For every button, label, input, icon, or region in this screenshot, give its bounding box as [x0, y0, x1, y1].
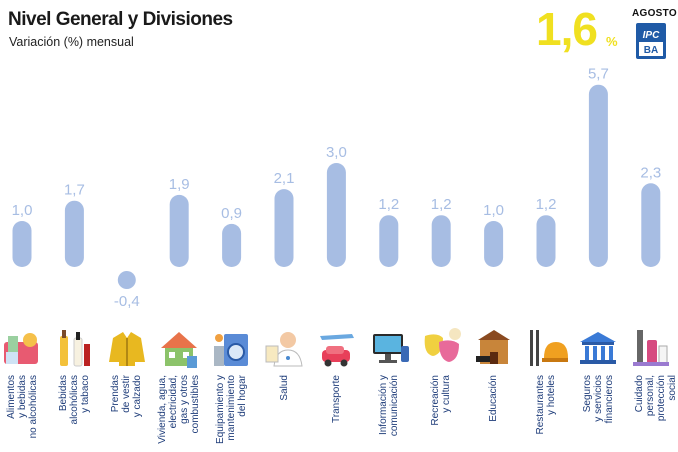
- bar-10: [484, 221, 504, 267]
- value-label-2: 1,7: [64, 182, 85, 199]
- value-label-9: 1,2: [431, 196, 452, 213]
- value-label-7: 3,0: [326, 144, 347, 161]
- washing-machine-icon: [213, 334, 248, 366]
- category-label-1: Alimentos y bebidas no alcohólicas: [5, 375, 39, 439]
- value-label-4: 1,9: [169, 176, 190, 193]
- cutlery-cloche-icon: [530, 330, 568, 366]
- food-basket-icon: [4, 333, 38, 364]
- category-label-3: Prendas de vestir y calzado: [110, 375, 144, 418]
- value-label-1: 1,0: [12, 202, 33, 219]
- logo-text: IPC: [643, 30, 660, 41]
- bar-7: [326, 163, 346, 267]
- category-label-11: Restaurantes y hoteles: [535, 375, 557, 435]
- headline-value: 1,6: [536, 3, 598, 55]
- category-label-13: Cuidado personal,protección socialy otro…: [634, 375, 678, 422]
- category-label-12: Seguros y servicios financieros: [581, 375, 615, 424]
- car-plane-icon: [320, 334, 355, 367]
- doctor-icon: [265, 332, 303, 367]
- bar-5: [222, 223, 242, 267]
- bar-3: [117, 271, 136, 289]
- category-label-9: Recreación y cultura: [430, 375, 453, 426]
- page-title: Nivel General y Divisiones: [8, 9, 233, 30]
- bar-6: [274, 189, 294, 267]
- house-icon: [161, 332, 198, 368]
- bar-13: [641, 183, 661, 267]
- value-label-8: 1,2: [378, 196, 399, 213]
- logo-sub: BA: [644, 45, 658, 56]
- category-label-5: Equipamiento y mantenimiento del hogar: [215, 375, 249, 444]
- category-label-2: Bebidas alcohólicas y tabaco: [57, 375, 91, 425]
- category-label-7: Transporte: [330, 375, 342, 423]
- value-label-3: -0,4: [114, 293, 140, 310]
- ipc-ba-logo: IPC BA: [636, 23, 666, 59]
- value-label-11: 1,2: [536, 196, 557, 213]
- month-label: AGOSTO: [632, 8, 677, 19]
- value-label-12: 5,7: [588, 66, 609, 83]
- headline-unit: %: [606, 34, 618, 49]
- personal-care-icon: [632, 330, 669, 366]
- bar-1: [12, 221, 32, 267]
- school-icon: [475, 330, 510, 364]
- bottles-icon: [60, 330, 91, 367]
- bar-4: [169, 194, 189, 267]
- value-label-5: 0,9: [221, 205, 242, 222]
- value-label-13: 2,3: [640, 164, 661, 181]
- bar-11: [536, 215, 556, 267]
- bar-9: [431, 215, 451, 267]
- computer-phone-icon: [372, 334, 409, 363]
- page-subtitle: Variación (%) mensual: [9, 35, 134, 49]
- jacket-icon: [108, 332, 145, 366]
- category-label-10: Educación: [488, 375, 500, 422]
- theater-masks-icon: [424, 328, 462, 362]
- bar-12: [588, 84, 608, 267]
- value-label-10: 1,0: [483, 202, 504, 219]
- category-label-8: Información y comunicación: [377, 375, 400, 437]
- bank-icon: [580, 332, 617, 364]
- category-label-4: Vivienda, agua, electricidad, gas y otros c…: [157, 375, 202, 444]
- value-label-6: 2,1: [274, 170, 295, 187]
- category-label-6: Salud: [278, 375, 290, 401]
- bar-2: [64, 200, 84, 267]
- bar-8: [379, 215, 399, 267]
